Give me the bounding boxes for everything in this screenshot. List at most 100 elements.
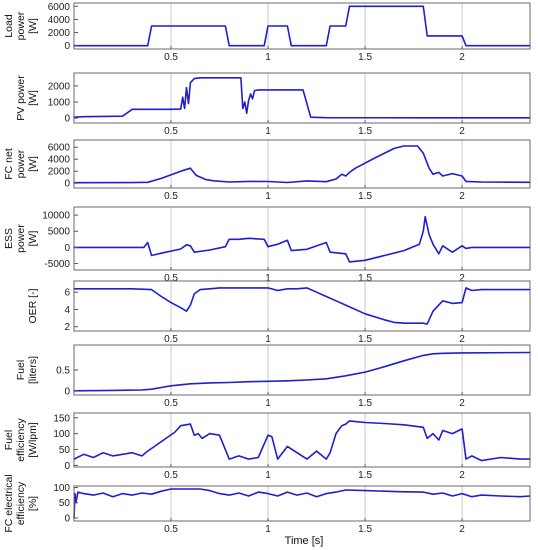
panel-1-xtick-label-2: 1	[265, 52, 271, 63]
panel-5-ytick-label-2: 4	[64, 305, 70, 316]
panel-3-ytick-label-3: 4000	[48, 155, 71, 166]
panel-6-ytick-label-1: 0	[64, 386, 70, 397]
panel-8-xtick-label-2: 1	[265, 524, 271, 535]
panel-3-series-line	[73, 145, 531, 184]
panel-1-axes-frame	[73, 2, 531, 50]
panel-6-xtick-label-1: 0.5	[164, 398, 178, 409]
panel-1-ytick-label-3: 4000	[48, 15, 71, 26]
panel-8-xtick-label-1: 0.5	[164, 524, 178, 535]
panel-5-xtick-label-4: 2	[459, 334, 465, 345]
panel-1-ylabel-line-1: Load	[3, 14, 15, 38]
panel-4-ylabel-line-2: power	[15, 224, 27, 253]
panel-7-ytick-label-4: 150	[53, 413, 70, 424]
panel-7-series-line	[73, 420, 531, 462]
panel-6-xtick-label-4: 2	[459, 398, 465, 409]
panel-3-xtick-label-2: 1	[265, 191, 271, 202]
panel-7-axes-frame	[73, 412, 531, 468]
panel-3-axes-frame	[73, 139, 531, 189]
panel-8-ytick-label-1: 0	[64, 513, 70, 524]
x-axis-label: Time [s]	[285, 535, 324, 547]
panel-6-ylabel-line-1: Fuel	[15, 360, 27, 380]
panel-4-xtick-label-4: 2	[459, 273, 465, 284]
panel-1-xtick-label-3: 1.5	[358, 52, 372, 63]
panel-3-ylabel-line-2: power	[15, 149, 27, 178]
panel-5-axes-frame	[73, 280, 531, 332]
panel-3-xtick-label-3: 1.5	[358, 191, 372, 202]
panel-7-xtick-label-2: 1	[265, 470, 271, 481]
panel-7-ytick-label-3: 100	[53, 429, 70, 440]
panel-8-xtick-label-4: 2	[459, 524, 465, 535]
panel-8-ylabel-line-2: efficiency	[15, 481, 27, 525]
panel-8: 0 50 100 0.5 1 1.5 2 FC electrical efficiency [%]	[3, 474, 531, 535]
panel-4: -5000 0 5000 10000 0.5 1 1.5 2 ESS power [W]	[3, 206, 531, 284]
panel-1-xtick-label-4: 2	[459, 52, 465, 63]
panel-4-ytick-label-3: 5000	[48, 227, 71, 238]
panel-7-ylabel-line-3: [W/lpm]	[27, 422, 39, 458]
panel-5-xtick-label-2: 1	[265, 334, 271, 345]
panel-1-ylabel-line-2: power	[15, 11, 27, 40]
panel-3-xtick-label-1: 0.5	[164, 191, 178, 202]
panel-7-ytick-label-2: 50	[59, 445, 71, 456]
panel-2: 0 1000 2000 0.5 1 1.5 2 PV power [W]	[15, 72, 531, 137]
panel-8-ylabel-line-3: [%]	[27, 496, 39, 511]
panel-2-ytick-label-3: 2000	[48, 81, 71, 92]
panel-7-ytick-label-1: 0	[64, 461, 70, 472]
panel-7-ylabel-line-1: Fuel	[3, 430, 15, 450]
panel-4-axes-frame	[73, 206, 531, 271]
panel-4-xtick-label-1: 0.5	[164, 273, 178, 284]
panel-4-xtick-label-2: 1	[265, 273, 271, 284]
panel-2-xtick-label-3: 1.5	[358, 126, 372, 137]
panel-7-xtick-label-1: 0.5	[164, 470, 178, 481]
panel-2-xtick-label-2: 1	[265, 126, 271, 137]
panel-5-xtick-label-3: 1.5	[358, 334, 372, 345]
panel-4-ylabel-line-3: [W]	[27, 231, 39, 247]
panel-8-series-line	[73, 488, 531, 519]
panel-5: 2 4 6 0.5 1 1.5 2 OER [-]	[27, 280, 531, 345]
panel-7-ylabel-line-2: efficiency	[15, 417, 27, 461]
panel-1: 0 2000 4000 6000 0.5 1 1.5 2 Load power [W]	[3, 2, 531, 63]
panel-5-xtick-label-1: 0.5	[164, 334, 178, 345]
panel-4-ytick-label-4: 10000	[42, 211, 70, 222]
panel-3-ytick-label-1: 0	[64, 179, 70, 190]
panel-2-axes-frame	[73, 72, 531, 124]
panel-2-ylabel-line-1: PV power	[15, 75, 27, 121]
panel-1-ytick-label-2: 2000	[48, 28, 71, 39]
panel-6-ytick-label-2: 0.5	[56, 366, 70, 377]
panel-2-xtick-label-4: 2	[459, 126, 465, 137]
panel-7-xtick-label-4: 2	[459, 470, 465, 481]
panel-5-ytick-label-1: 2	[64, 322, 70, 333]
panel-4-series-line	[73, 215, 531, 263]
panel-6-series-line	[73, 351, 531, 392]
panel-8-axes-frame	[73, 485, 531, 522]
panel-8-ytick-label-2: 50	[59, 498, 71, 509]
panel-4-ylabel-line-1: ESS	[3, 228, 15, 249]
panel-4-ytick-label-1: -5000	[44, 259, 70, 270]
panel-3-ytick-label-2: 2000	[48, 167, 71, 178]
panel-7: 0 50 100 150 0.5 1 1.5 2 Fuel efficiency [W/lpm]	[3, 412, 531, 481]
panel-1-xtick-label-1: 0.5	[164, 52, 178, 63]
panel-2-ylabel-line-2: [W]	[27, 90, 39, 106]
panel-3-ylabel-line-3: [W]	[27, 156, 39, 172]
panel-6-ylabel-line-2: [liters]	[27, 356, 39, 384]
panel-8-ytick-label-3: 100	[53, 483, 70, 494]
panel-1-ytick-label-4: 6000	[48, 2, 71, 13]
panel-1-ytick-label-1: 0	[64, 41, 70, 52]
panel-4-ytick-label-2: 0	[64, 243, 70, 254]
panel-2-series-line	[73, 77, 531, 119]
panel-5-ylabel-line-1: OER [-]	[27, 288, 39, 323]
panel-3-ylabel-line-1: FC net	[3, 148, 15, 180]
panel-2-ytick-label-2: 1000	[48, 98, 71, 109]
panel-3-xtick-label-4: 2	[459, 191, 465, 202]
panel-5-series-line	[73, 287, 531, 325]
panel-1-series-line	[73, 5, 531, 47]
panel-2-ytick-label-1: 0	[64, 114, 70, 125]
panel-7-xtick-label-3: 1.5	[358, 470, 372, 481]
panel-6: 0 0.5 0.5 1 1.5 2 Fuel [liters]	[15, 344, 531, 409]
panel-8-xtick-label-3: 1.5	[358, 524, 372, 535]
panel-6-xtick-label-2: 1	[265, 398, 271, 409]
panel-2-xtick-label-1: 0.5	[164, 126, 178, 137]
panel-4-xtick-label-3: 1.5	[358, 273, 372, 284]
panel-3-ytick-label-4: 6000	[48, 143, 71, 154]
